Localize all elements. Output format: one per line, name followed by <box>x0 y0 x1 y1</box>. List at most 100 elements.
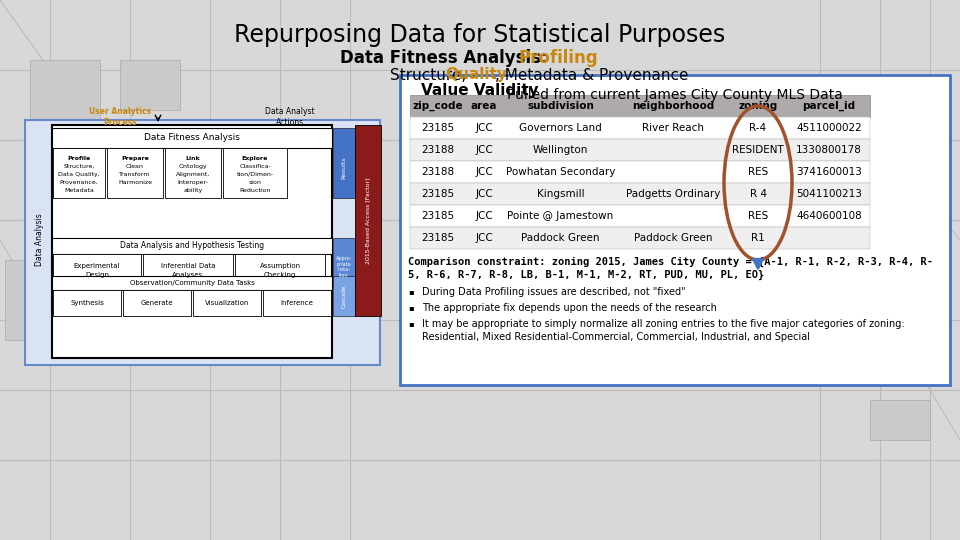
Text: JCC: JCC <box>475 211 492 221</box>
Text: ▪: ▪ <box>408 287 414 296</box>
Text: Value Validity: Value Validity <box>421 83 539 98</box>
Text: Generate: Generate <box>141 300 173 306</box>
FancyBboxPatch shape <box>52 125 332 358</box>
Text: 23185: 23185 <box>420 211 454 221</box>
Text: Data Fitness Analysis:: Data Fitness Analysis: <box>340 49 553 67</box>
Text: Results: Results <box>342 157 347 179</box>
FancyBboxPatch shape <box>400 75 950 385</box>
Text: Visualization: Visualization <box>204 300 250 306</box>
Text: Prepare: Prepare <box>121 156 149 161</box>
FancyBboxPatch shape <box>165 148 221 198</box>
Text: 23185: 23185 <box>420 123 454 133</box>
Text: Explore: Explore <box>242 156 268 161</box>
Text: Synthesis: Synthesis <box>70 300 104 306</box>
Text: Comparison constraint: zoning 2015, James City County = {A-1, R-1, R-2, R-3, R-4: Comparison constraint: zoning 2015, Jame… <box>408 257 933 267</box>
Text: During Data Profiling issues are described, not "fixed": During Data Profiling issues are describ… <box>422 287 685 297</box>
FancyBboxPatch shape <box>123 290 191 316</box>
FancyBboxPatch shape <box>52 238 332 254</box>
Text: Structure,: Structure, <box>63 164 95 169</box>
Text: Inferential Data: Inferential Data <box>160 263 215 269</box>
Text: JCC: JCC <box>475 145 492 155</box>
Text: RES: RES <box>748 167 768 177</box>
Text: Padgetts Ordinary: Padgetts Ordinary <box>626 189 720 199</box>
FancyBboxPatch shape <box>333 276 355 316</box>
Text: ▪: ▪ <box>408 303 414 312</box>
FancyBboxPatch shape <box>223 148 287 198</box>
FancyBboxPatch shape <box>410 205 870 227</box>
FancyBboxPatch shape <box>143 254 233 286</box>
Text: Data Analyst
Actions: Data Analyst Actions <box>265 107 315 127</box>
FancyBboxPatch shape <box>410 117 870 139</box>
FancyBboxPatch shape <box>30 60 100 120</box>
FancyBboxPatch shape <box>193 290 261 316</box>
Text: parcel_id: parcel_id <box>803 101 855 111</box>
Text: Paddock Green: Paddock Green <box>634 233 712 243</box>
Text: Alignment,: Alignment, <box>176 172 210 177</box>
Text: Appro-
priate
nota-
tion: Appro- priate nota- tion <box>336 256 352 278</box>
FancyBboxPatch shape <box>52 276 332 290</box>
Text: 23188: 23188 <box>420 145 454 155</box>
Text: Powhatan Secondary: Powhatan Secondary <box>506 167 615 177</box>
Text: Kingsmill: Kingsmill <box>537 189 585 199</box>
Text: 5041100213: 5041100213 <box>796 189 862 199</box>
Text: 23185: 23185 <box>420 233 454 243</box>
Text: subdivision: subdivision <box>527 101 594 111</box>
Text: sion: sion <box>249 180 261 185</box>
Text: Provenance,: Provenance, <box>60 180 98 185</box>
Text: River Reach: River Reach <box>642 123 704 133</box>
FancyBboxPatch shape <box>900 130 950 190</box>
Text: Ontology: Ontology <box>179 164 207 169</box>
Text: Data Quality,: Data Quality, <box>59 172 100 177</box>
Text: 5, R-6, R-7, R-8, LB, B-1, M-1, M-2, RT, PUD, MU, PL, EO}: 5, R-6, R-7, R-8, LB, B-1, M-1, M-2, RT,… <box>408 270 764 280</box>
FancyBboxPatch shape <box>53 148 105 198</box>
Text: zoning: zoning <box>738 101 778 111</box>
Text: 4640600108: 4640600108 <box>796 211 862 221</box>
FancyBboxPatch shape <box>410 161 870 183</box>
FancyBboxPatch shape <box>333 128 355 198</box>
Text: Profiling: Profiling <box>518 49 598 67</box>
Text: Pointe @ Jamestown: Pointe @ Jamestown <box>508 211 613 221</box>
Text: The appropriate fix depends upon the needs of the research: The appropriate fix depends upon the nee… <box>422 303 717 313</box>
Text: Residential, Mixed Residential-Commercial, Commercial, Industrial, and Special: Residential, Mixed Residential-Commercia… <box>422 332 810 342</box>
Text: JCC: JCC <box>475 167 492 177</box>
Text: 23188: 23188 <box>420 167 454 177</box>
Text: Structure,: Structure, <box>390 68 471 83</box>
FancyBboxPatch shape <box>53 254 141 286</box>
Text: Metadata: Metadata <box>64 188 94 193</box>
Text: 2015-Based Access [Factor]: 2015-Based Access [Factor] <box>366 177 371 264</box>
Text: Data Analysis: Data Analysis <box>36 214 44 266</box>
Text: Checking: Checking <box>264 272 297 278</box>
FancyBboxPatch shape <box>5 260 45 340</box>
Text: Cascade: Cascade <box>342 284 347 308</box>
Text: zip_code: zip_code <box>412 101 463 111</box>
FancyBboxPatch shape <box>355 125 381 316</box>
Text: neighborhood: neighborhood <box>632 101 714 111</box>
Text: ▪: ▪ <box>408 319 414 328</box>
Text: Experimental: Experimental <box>74 263 120 269</box>
Text: tion/Dimen-: tion/Dimen- <box>236 172 274 177</box>
Text: R 4: R 4 <box>750 189 766 199</box>
FancyBboxPatch shape <box>410 227 870 249</box>
FancyBboxPatch shape <box>52 128 332 148</box>
FancyBboxPatch shape <box>870 400 930 440</box>
Text: Observation/Community Data Tasks: Observation/Community Data Tasks <box>130 280 254 286</box>
Text: 23185: 23185 <box>420 189 454 199</box>
Text: Analyses: Analyses <box>173 272 204 278</box>
Text: Reduction: Reduction <box>239 188 271 193</box>
Text: It may be appropriate to simply normalize all zoning entries to the five major c: It may be appropriate to simply normaliz… <box>422 319 904 329</box>
FancyBboxPatch shape <box>410 183 870 205</box>
Text: Quality: Quality <box>445 68 507 83</box>
Text: Classifica-: Classifica- <box>239 164 271 169</box>
Text: Inference: Inference <box>280 300 313 306</box>
FancyBboxPatch shape <box>53 290 121 316</box>
FancyBboxPatch shape <box>333 238 355 286</box>
Text: Repurposing Data for Statistical Purposes: Repurposing Data for Statistical Purpose… <box>234 23 726 47</box>
Text: Paddock Green: Paddock Green <box>521 233 600 243</box>
FancyBboxPatch shape <box>410 139 870 161</box>
FancyBboxPatch shape <box>263 290 331 316</box>
Text: Wellington: Wellington <box>533 145 588 155</box>
Text: JCC: JCC <box>475 189 492 199</box>
Text: R-4: R-4 <box>750 123 767 133</box>
Text: Harmonize: Harmonize <box>118 180 152 185</box>
Text: JCC: JCC <box>475 233 492 243</box>
